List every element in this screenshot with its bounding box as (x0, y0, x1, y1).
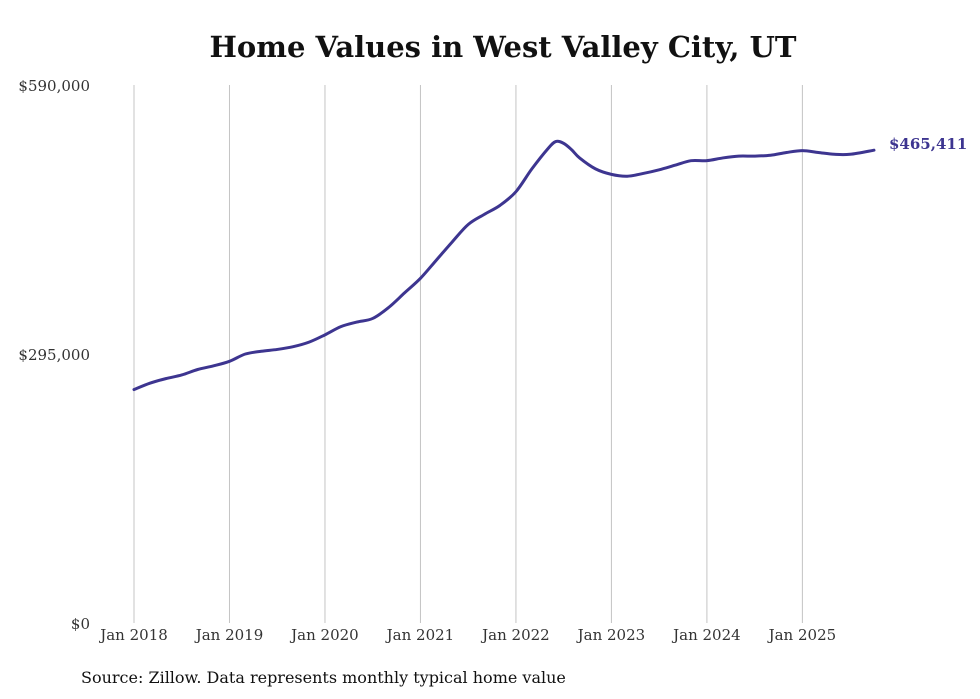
x-tick-label: Jan 2019 (194, 626, 264, 644)
x-tick-label: Jan 2020 (289, 626, 359, 644)
series-lines: $465,411 (132, 135, 967, 392)
x-tick-label: Jan 2022 (480, 626, 550, 644)
x-axis-labels: Jan 2018 Jan 2019 Jan 2020 Jan 2021 Jan 2022… (98, 626, 836, 644)
x-tick-label: Jan 2021 (385, 626, 455, 644)
gridlines (133, 85, 803, 623)
x-tick-label: Jan 2023 (576, 626, 646, 644)
y-tick-label: $0 (71, 615, 90, 633)
x-tick-label: Jan 2025 (767, 626, 837, 644)
y-axis-labels: $0 $295,000 $590,000 (18, 77, 90, 633)
x-tick-label: Jan 2024 (671, 626, 741, 644)
series-line-0 (132, 139, 876, 392)
y-tick-label: $295,000 (18, 346, 90, 364)
end-value-label: $465,411 (889, 135, 967, 153)
x-tick-label: Jan 2018 (98, 626, 168, 644)
source-note: Source: Zillow. Data represents monthly … (81, 668, 566, 687)
y-tick-label: $590,000 (18, 77, 90, 95)
chart-title: Home Values in West Valley City, UT (209, 30, 797, 64)
